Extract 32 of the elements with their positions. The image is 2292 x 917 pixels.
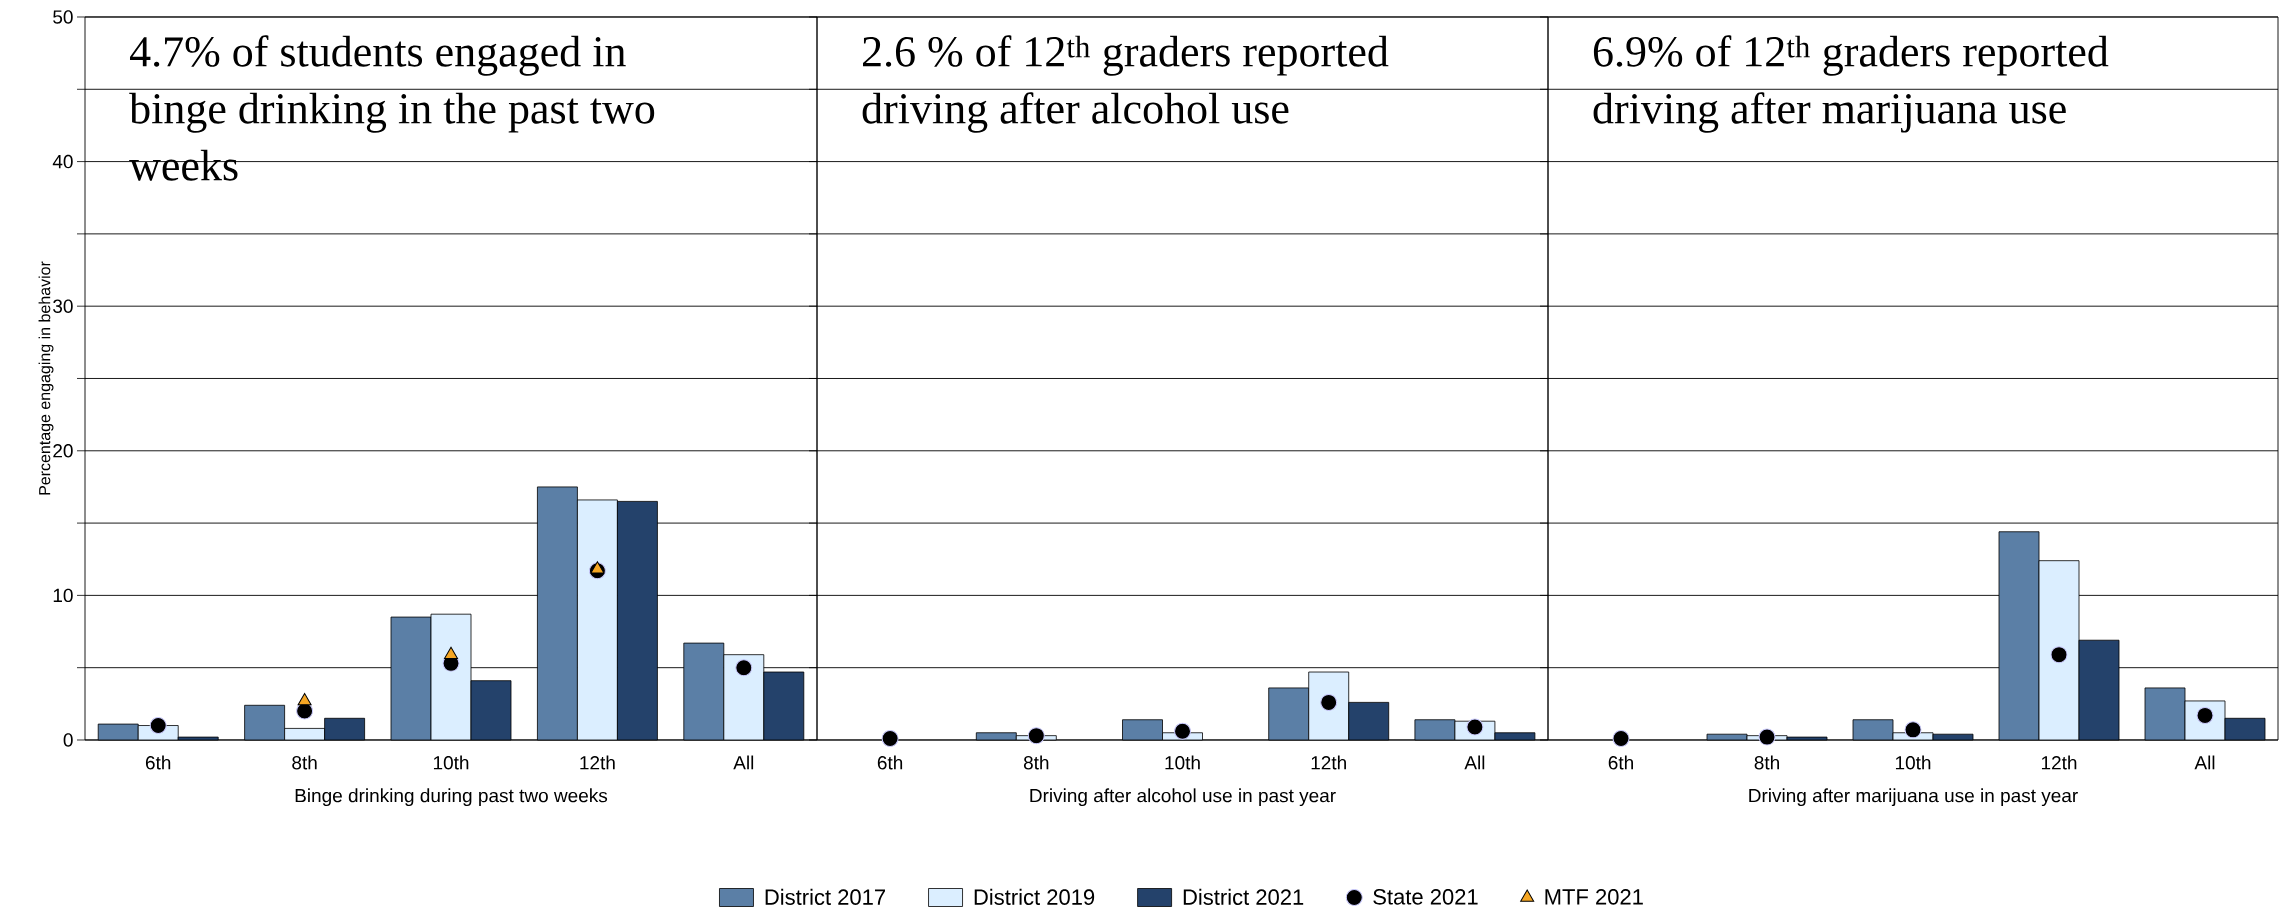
legend-label: MTF 2021 [1545,889,1643,905]
x-tick-label: 10th [433,755,469,770]
y-tick-label: 30 [53,299,73,313]
text: 6.9% of 12$^{th}$ graders reported driving after marijuana use [1593,35,2109,133]
x-tick-label: 6th [1608,755,1633,770]
y-tick-label: 40 [52,154,73,169]
x-axis-title: Driving after alcohol use in past year [1030,788,1336,807]
y-axis-title: Percentage engaging in behavior [38,261,54,495]
x-tick-label: All [2194,755,2215,770]
text: 2.6 % of 12$^{th}$ graders reported driving after alcohol use [862,35,1389,133]
x-tick-label: 10th [1165,755,1200,770]
y-tick-label: 50 [53,10,73,24]
x-tick-label: 8th [1754,755,1779,770]
legend-label: District 2021 [1183,888,1304,905]
x-tick-label: 12th [1311,755,1346,770]
y-tick-label: 20 [53,444,73,458]
x-tick-label: 6th [145,755,171,770]
legend-label: District 2017 [765,888,886,905]
legend-label: District 2019 [974,888,1095,905]
x-tick-label: 8th [292,755,317,770]
x-tick-label: 10th [1895,755,1931,770]
legend-label: State 2021 [1373,889,1478,905]
y-tick-label: 10 [53,588,73,603]
x-tick-label: 8th [1023,755,1049,770]
x-axis-title: Driving after marijuana use in past year [1749,788,2078,807]
x-axis-title: Binge drinking during past two weeks [295,788,608,807]
x-tick-label: All [733,755,754,770]
x-tick-label: 12th [2041,755,2077,770]
y-tick-label: 0 [63,733,73,747]
x-tick-label: All [1464,755,1485,770]
x-tick-label: 6th [877,755,903,770]
x-tick-label: 12th [580,755,615,770]
